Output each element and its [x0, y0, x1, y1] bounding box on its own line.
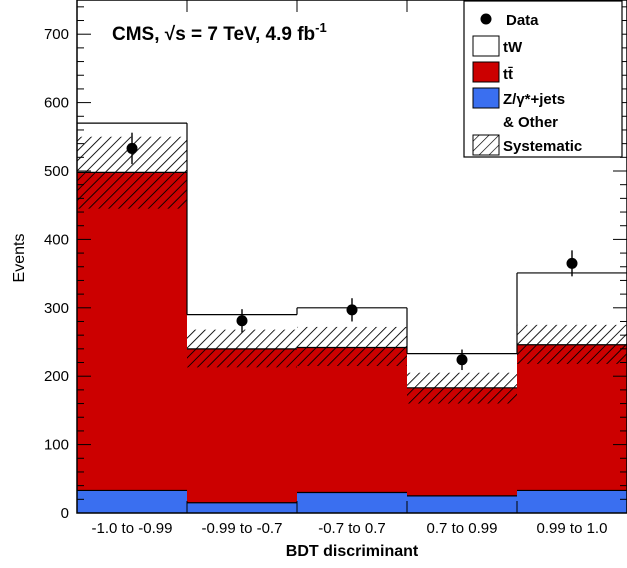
- data-point-4: [566, 257, 578, 269]
- y-tick-label-700: 700: [44, 26, 69, 43]
- bar-ttbar-1: [187, 348, 297, 503]
- y-tick-label-500: 500: [44, 163, 69, 180]
- bar-zjets-1: [187, 502, 297, 513]
- legend-zjets-label: Z/γ*+jets: [503, 91, 565, 108]
- y-tick-label-0: 0: [61, 505, 69, 522]
- legend-tw-label: tW: [503, 39, 523, 56]
- data-points: [126, 132, 578, 371]
- x-category-label-4: 0.99 to 1.0: [537, 520, 608, 537]
- legend-other-label: & Other: [503, 114, 558, 131]
- legend-systematic-label: Systematic: [503, 138, 582, 155]
- y-tick-label-200: 200: [44, 368, 69, 385]
- data-point-2: [346, 304, 358, 316]
- y-tick-label-100: 100: [44, 437, 69, 454]
- legend: Data tW tt̄ Z/γ*+jets & Other Systematic: [463, 0, 623, 158]
- x-axis: -1.0 to -0.99 -0.99 to -0.7 -0.7 to 0.7 0.7…: [92, 0, 608, 537]
- bar-zjets-2: [297, 492, 407, 513]
- data-point-1: [236, 315, 248, 327]
- legend-zjets-swatch: [472, 87, 500, 109]
- legend-systematic-swatch: [472, 134, 500, 156]
- bar-ttbar-2: [297, 347, 407, 493]
- data-point-3: [456, 354, 468, 366]
- y-tick-label-600: 600: [44, 95, 69, 112]
- legend-data-marker: [480, 13, 492, 25]
- x-category-label-2: -0.7 to 0.7: [318, 520, 386, 537]
- systematic-band-total-2: [297, 326, 407, 366]
- bar-ttbar-3: [407, 387, 517, 496]
- x-category-label-3: 0.7 to 0.99: [427, 520, 498, 537]
- legend-ttbar-swatch: [472, 61, 500, 83]
- y-tick-label-300: 300: [44, 300, 69, 317]
- legend-data-label: Data: [506, 12, 539, 29]
- x-category-label-0: -1.0 to -0.99: [92, 520, 173, 537]
- bar-zjets-4: [517, 490, 627, 513]
- x-category-label-1: -0.99 to -0.7: [202, 520, 283, 537]
- x-axis-title: BDT discriminant: [286, 543, 419, 560]
- y-axis: 0 100 200 300 400 500 600 700: [44, 6, 627, 522]
- chart-title: CMS, √s = 7 TeV, 4.9 fb-1: [112, 20, 327, 45]
- bar-ttbar-0: [77, 172, 187, 491]
- bar-ttbar-4: [517, 344, 627, 491]
- bar-zjets-3: [407, 495, 517, 513]
- legend-ttbar-label: tt̄: [503, 66, 513, 83]
- data-point-0: [126, 142, 138, 154]
- y-tick-label-400: 400: [44, 231, 69, 248]
- legend-tw-swatch: [472, 35, 500, 57]
- bar-zjets-0: [77, 490, 187, 513]
- y-axis-title: Events: [11, 234, 28, 283]
- plot-frame: [76, 0, 627, 514]
